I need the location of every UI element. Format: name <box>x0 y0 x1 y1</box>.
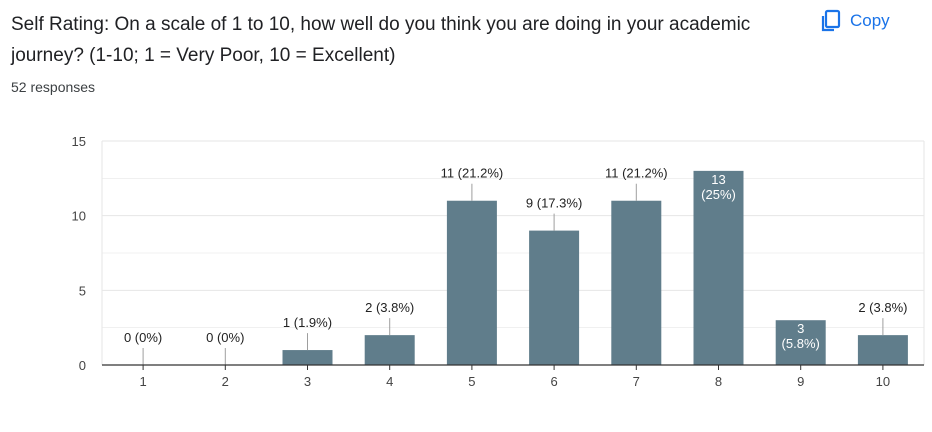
x-tick-label: 10 <box>876 374 890 389</box>
x-tick-label: 5 <box>468 374 475 389</box>
x-tick-label: 3 <box>304 374 311 389</box>
bar <box>693 170 744 365</box>
data-label: 11 (21.2%) <box>441 166 504 181</box>
data-label: 0 (0%) <box>124 330 162 345</box>
data-label: (5.8%) <box>782 336 820 351</box>
data-label: 13 <box>711 172 725 187</box>
x-tick-label: 9 <box>797 374 804 389</box>
y-tick-label: 10 <box>72 209 86 224</box>
data-label: (25%) <box>701 187 736 202</box>
data-label: 9 (17.3%) <box>526 196 582 211</box>
bar <box>282 350 333 365</box>
copy-label: Copy <box>850 11 890 30</box>
bar <box>446 200 497 365</box>
x-tick-label: 1 <box>139 374 146 389</box>
data-label: 11 (21.2%) <box>605 166 668 181</box>
x-tick-label: 8 <box>715 374 722 389</box>
response-count: 52 responses <box>11 79 96 95</box>
bar <box>775 320 826 365</box>
bar <box>857 335 908 365</box>
bar <box>364 335 415 365</box>
y-tick-label: 5 <box>79 283 86 298</box>
copy-button[interactable]: Copy <box>820 6 890 36</box>
data-label: 3 <box>797 321 804 336</box>
data-label: 1 (1.9%) <box>283 315 332 330</box>
x-tick-label: 4 <box>386 374 393 389</box>
x-tick-label: 7 <box>633 374 640 389</box>
x-tick-label: 2 <box>222 374 229 389</box>
y-tick-label: 0 <box>79 358 86 373</box>
data-label: 2 (3.8%) <box>365 300 414 315</box>
data-label: 2 (3.8%) <box>858 300 907 315</box>
x-tick-label: 6 <box>550 374 557 389</box>
y-tick-label: 15 <box>72 134 86 149</box>
data-label: 0 (0%) <box>206 330 244 345</box>
bar <box>529 230 580 365</box>
question-title: Self Rating: On a scale of 1 to 10, how … <box>11 14 751 66</box>
copy-icon <box>820 9 842 33</box>
bar <box>611 200 662 365</box>
